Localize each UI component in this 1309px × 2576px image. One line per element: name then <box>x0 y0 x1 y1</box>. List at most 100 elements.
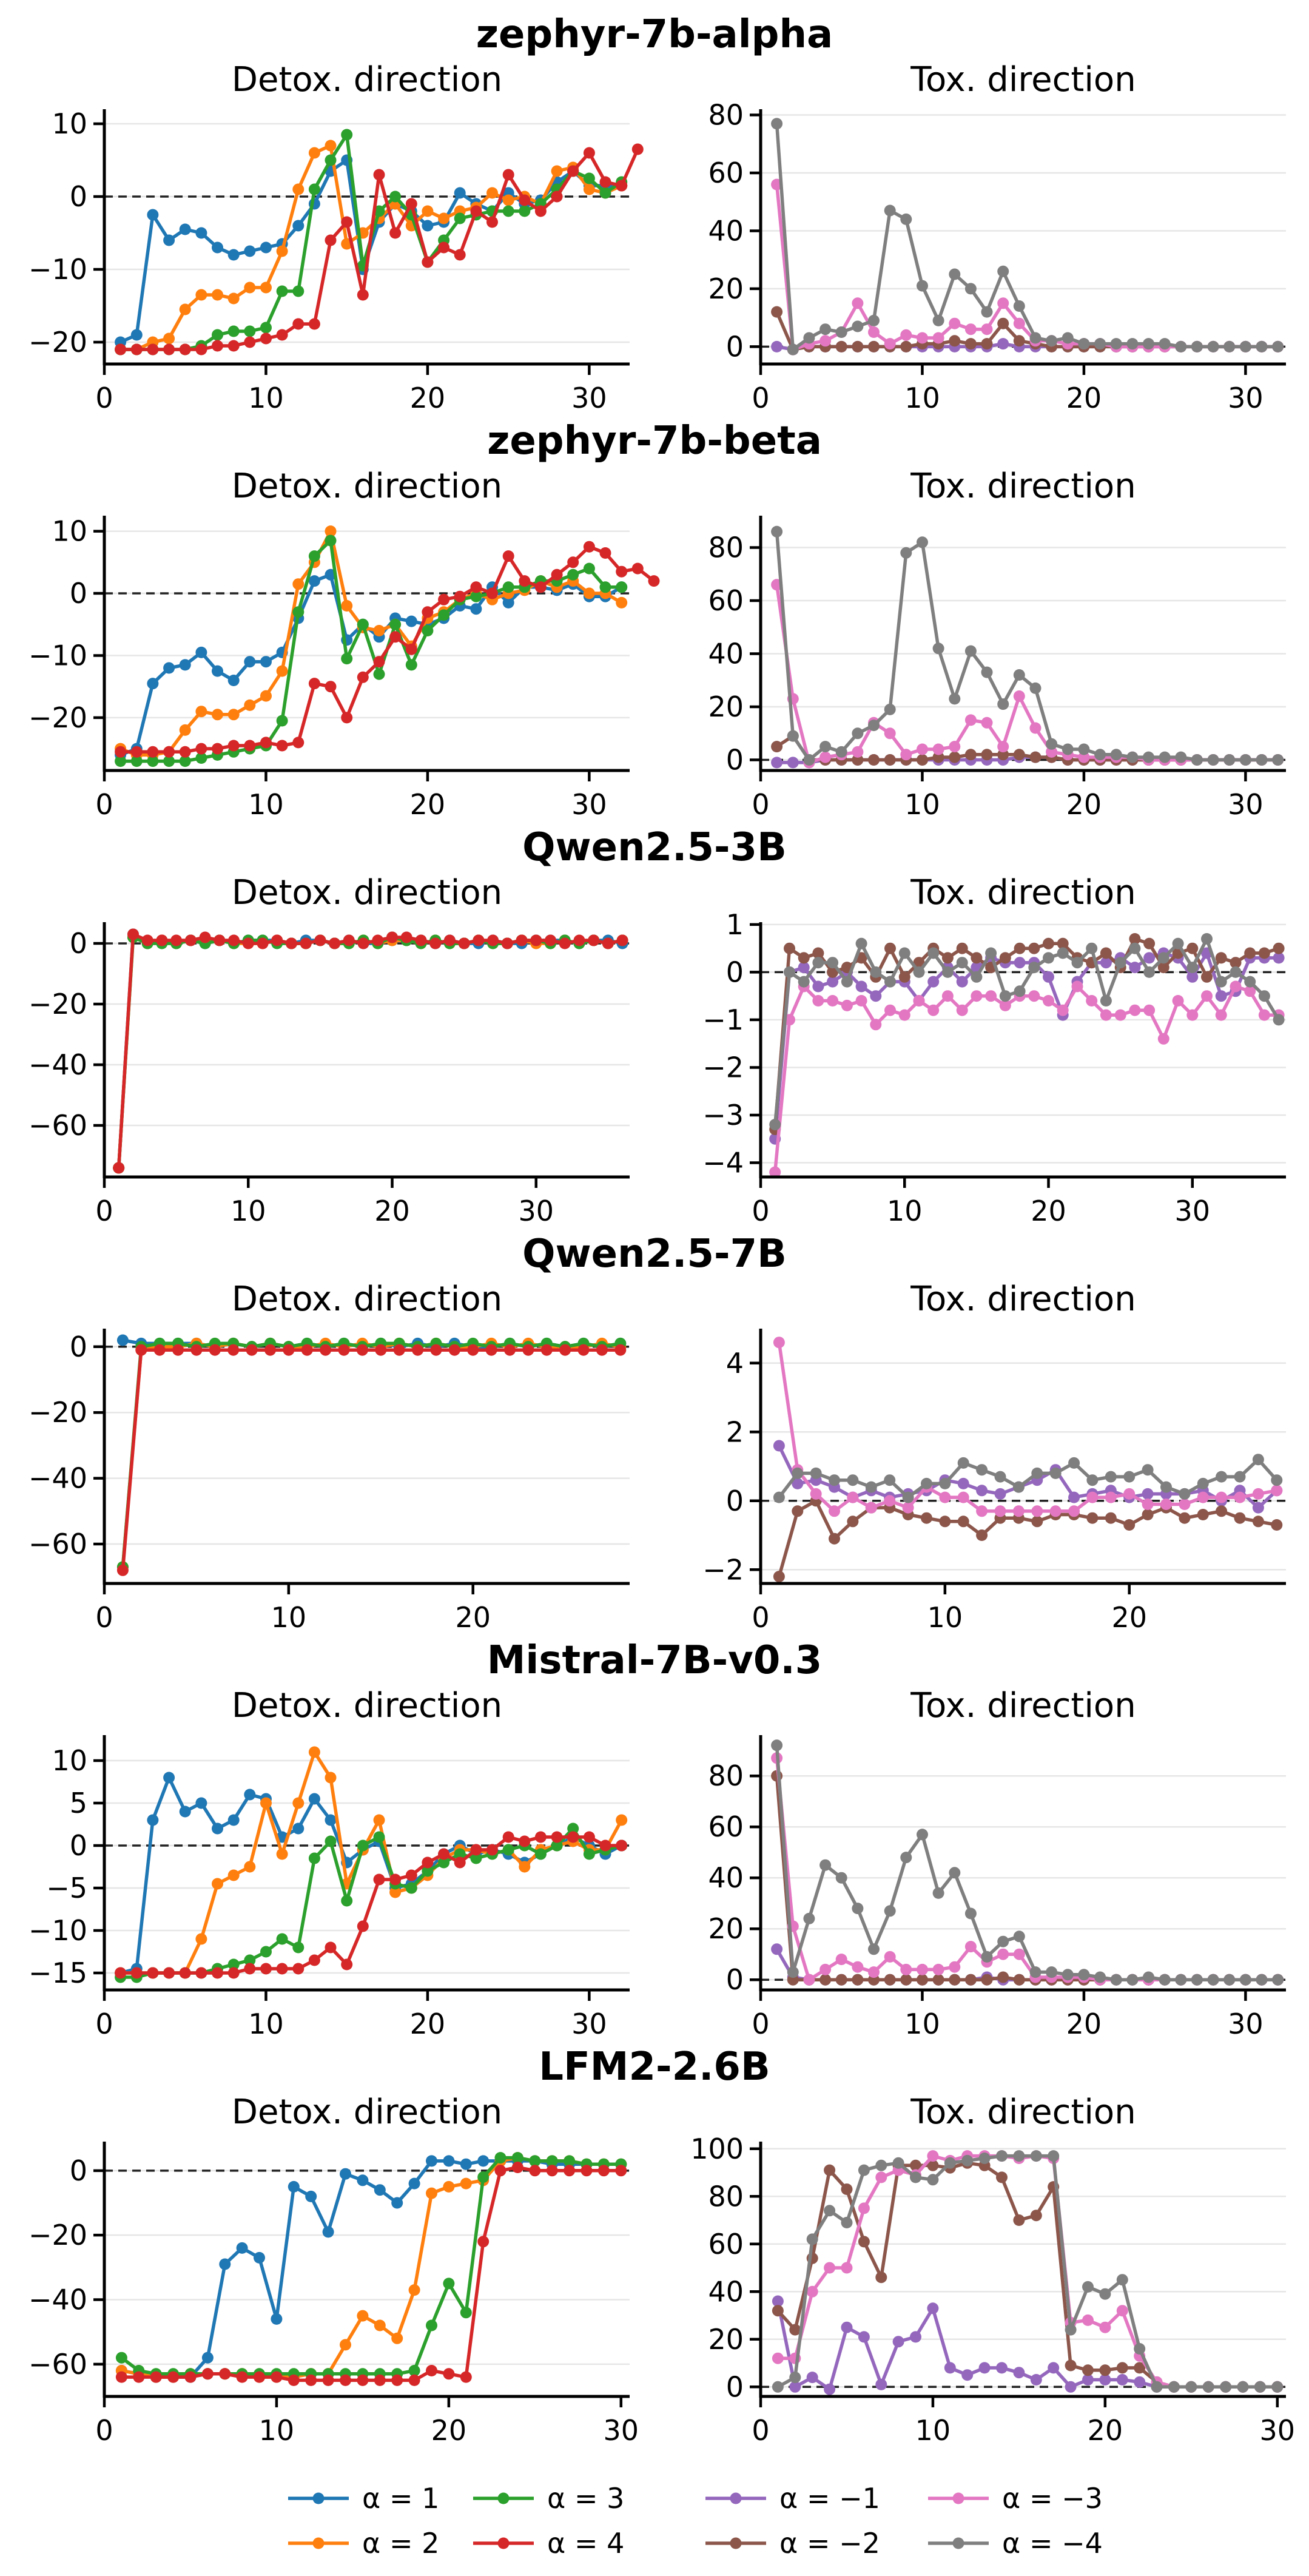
data-point <box>147 678 159 690</box>
x-tick-label: 10 <box>259 2414 295 2447</box>
data-point <box>212 1878 223 1890</box>
data-point <box>819 335 832 347</box>
series <box>115 541 660 758</box>
data-point <box>884 942 896 954</box>
data-point <box>227 249 240 261</box>
data-point <box>227 709 240 721</box>
data-point <box>357 671 369 683</box>
data-point <box>852 746 864 758</box>
series-line <box>121 1341 621 1568</box>
data-point <box>147 746 159 758</box>
y-tick-label: 10 <box>52 515 87 548</box>
data-point <box>819 1859 832 1871</box>
x-tick-label: 10 <box>927 1601 963 1634</box>
data-point <box>810 1488 822 1500</box>
data-point <box>1258 990 1270 1002</box>
data-point <box>487 934 499 946</box>
data-point <box>981 323 993 335</box>
data-point <box>771 306 783 318</box>
data-point <box>540 1344 553 1356</box>
data-point <box>292 220 305 232</box>
data-point <box>1142 1488 1154 1500</box>
data-point <box>422 1856 434 1869</box>
data-point <box>964 323 977 335</box>
data-point <box>244 336 256 348</box>
y-tick-label: −60 <box>29 2348 87 2381</box>
data-point <box>913 995 925 1006</box>
x-tick-label: 20 <box>1066 788 1102 821</box>
data-point <box>516 934 528 946</box>
data-point <box>329 937 341 949</box>
data-point <box>1030 2150 1042 2162</box>
data-point <box>260 1946 272 1958</box>
data-point <box>1105 1512 1117 1524</box>
x-tick-label: 10 <box>271 1601 307 1634</box>
data-point <box>357 1920 369 1932</box>
data-point <box>964 645 977 657</box>
data-point <box>340 2339 351 2351</box>
data-point <box>1230 957 1242 969</box>
data-point <box>1013 2150 1025 2162</box>
series <box>771 118 1284 356</box>
data-point <box>519 205 531 217</box>
data-point <box>212 743 223 755</box>
data-point <box>949 1974 961 1986</box>
data-point <box>949 751 961 763</box>
panel-subtitle: Detox. direction <box>232 1280 502 1319</box>
data-point <box>534 581 547 593</box>
data-point <box>884 976 896 988</box>
data-point <box>567 556 579 568</box>
data-point <box>438 212 450 224</box>
panel-subtitle: Tox. direction <box>910 467 1136 506</box>
data-point <box>373 1831 385 1843</box>
panel-detox: Detox. direction −60 −40 −20 0 0 10 20 30 <box>29 2092 639 2447</box>
data-point <box>994 1488 1006 1500</box>
x-tick-label: 20 <box>410 382 446 414</box>
data-point <box>341 600 353 612</box>
x-tick-label: 20 <box>1111 1601 1147 1634</box>
data-point <box>910 2171 921 2183</box>
data-point <box>502 1844 514 1856</box>
data-point <box>301 1344 313 1356</box>
data-point <box>917 1974 928 1986</box>
data-point <box>470 590 482 602</box>
data-point <box>1157 952 1169 964</box>
data-point <box>426 2365 437 2376</box>
data-point <box>900 213 912 225</box>
data-point <box>835 340 847 352</box>
data-point <box>260 737 272 749</box>
data-point <box>195 752 207 764</box>
data-point <box>1014 957 1026 969</box>
y-tick-label: 10 <box>52 1744 87 1777</box>
data-point <box>898 971 910 983</box>
data-point <box>964 1907 977 1920</box>
data-point <box>1046 335 1058 347</box>
data-point <box>772 2381 784 2393</box>
data-point <box>172 1344 184 1356</box>
y-tick-label: 40 <box>708 2275 744 2308</box>
data-point <box>195 1933 207 1945</box>
x-tick-label: 0 <box>95 2414 113 2447</box>
data-point <box>1100 947 1112 959</box>
data-point <box>260 322 272 334</box>
data-point <box>1223 340 1236 352</box>
data-point <box>163 746 175 758</box>
data-point <box>460 2177 472 2190</box>
data-point <box>1175 1974 1187 1986</box>
data-point <box>195 743 207 755</box>
x-tick-label: 0 <box>95 2008 113 2040</box>
series <box>769 980 1285 1178</box>
data-point <box>308 1852 320 1864</box>
data-point <box>292 318 305 330</box>
panel-subtitle: Tox. direction <box>910 60 1136 99</box>
data-point <box>325 234 337 246</box>
y-tick-label: −10 <box>29 639 87 672</box>
data-point <box>260 1963 272 1975</box>
data-point <box>858 2236 870 2248</box>
legend-marker <box>312 2492 325 2504</box>
data-point <box>997 265 1009 277</box>
data-point <box>546 2155 558 2167</box>
data-point <box>1043 995 1054 1006</box>
y-tick-label: 60 <box>708 157 744 189</box>
data-point <box>997 338 1009 350</box>
